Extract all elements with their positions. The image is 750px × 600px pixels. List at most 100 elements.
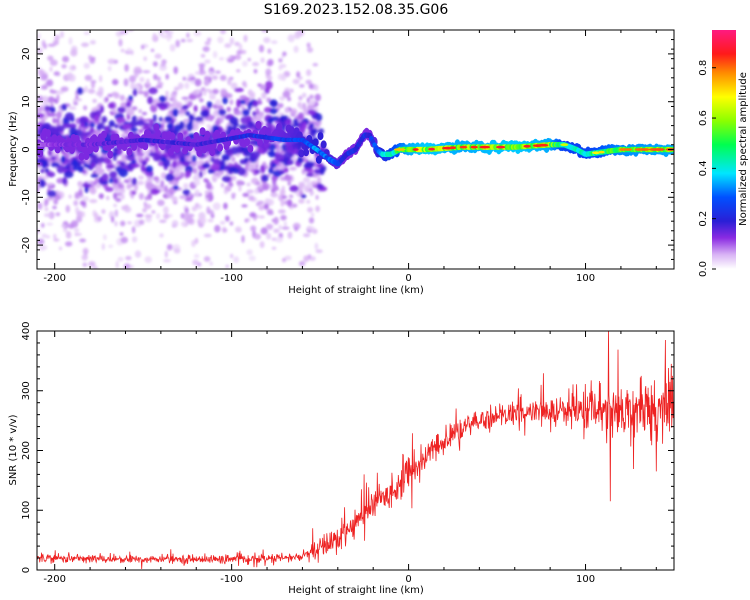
ridge-outer [303,148,310,157]
band-blob [317,184,325,190]
band-blob [182,189,191,196]
x-tick-label: 0 [405,574,411,585]
noise-blob [123,263,131,269]
band-blob [99,105,105,113]
noise-blob [220,182,224,188]
noise-blob [131,106,138,111]
ridge-core [560,143,569,147]
noise-blob [241,235,245,243]
noise-blob [280,214,287,221]
noise-blob [89,40,96,45]
noise-blob [223,189,229,195]
noise-blob [157,81,164,87]
noise-blob [236,69,241,73]
noise-blob [238,43,243,51]
snr-series-line [37,331,674,570]
noise-blob [156,213,161,220]
noise-blob [203,79,210,86]
band-blob [250,151,261,159]
band-blob [202,162,211,169]
band-blob [47,190,57,198]
band-blob [167,122,174,130]
noise-blob [138,192,144,200]
noise-blob [243,97,251,101]
noise-blob [303,177,311,183]
noise-blob [184,198,193,202]
snr-xlabel: Height of straight line (km) [288,585,424,596]
noise-blob [76,210,84,218]
noise-blob [206,206,211,214]
band-blob [80,116,87,124]
ridge-core [623,148,633,151]
band-blob [41,159,49,167]
noise-blob [260,57,265,63]
noise-blob [169,44,176,52]
noise-blob [53,71,60,76]
band-blob [164,115,173,123]
noise-blob [73,200,79,207]
noise-blob [92,265,98,269]
noise-blob [203,178,208,183]
noise-blob [225,93,233,99]
band-blob [221,175,231,182]
x-tick-label: -100 [220,574,243,585]
band-blob [270,100,278,108]
noise-blob [203,233,212,238]
noise-blob [40,85,48,90]
noise-blob [186,32,190,38]
ridge-outer [169,132,176,141]
band-blob [188,114,195,122]
band-blob [278,170,285,175]
noise-blob [153,185,158,190]
noise-blob [266,232,272,240]
band-blob [185,122,194,132]
noise-blob [107,65,112,72]
noise-blob [43,199,48,208]
noise-blob [124,64,129,72]
noise-blob [224,43,232,48]
band-blob [41,122,52,131]
ridge-outer [88,145,95,154]
band-blob [242,109,250,117]
band-blob [307,109,317,116]
band-blob [232,122,240,128]
noise-blob [184,207,189,214]
noise-blob [293,204,297,208]
noise-blob [248,195,255,201]
band-blob [265,80,273,90]
noise-blob [212,174,218,180]
ridge-core [393,148,406,151]
ridge-outer [37,149,44,158]
noise-blob [314,242,319,250]
y-tick-label: 100 [21,501,32,520]
noise-blob [268,184,273,190]
noise-blob [294,31,301,39]
band-blob [94,115,100,122]
band-blob [62,123,72,129]
ridge-outer [155,129,161,138]
noise-blob [261,30,269,33]
noise-blob [234,226,242,233]
noise-blob [164,250,168,258]
noise-blob [152,61,158,67]
noise-blob [46,222,54,226]
noise-blob [281,74,287,81]
noise-blob [136,152,145,157]
colorbar-label: Normalized spectral amplitude [738,72,749,226]
noise-blob [222,228,228,233]
noise-blob [193,179,201,186]
noise-blob [220,88,228,95]
noise-blob [117,33,121,38]
noise-blob [124,270,128,278]
band-blob [158,116,163,122]
noise-blob [52,117,57,124]
band-blob [131,190,136,195]
noise-blob [65,205,71,213]
noise-blob [204,76,208,80]
noise-blob [145,179,154,183]
noise-blob [146,78,150,86]
noise-blob [301,169,306,175]
band-blob [264,87,270,94]
noise-blob [112,108,117,114]
noise-blob [56,177,65,184]
